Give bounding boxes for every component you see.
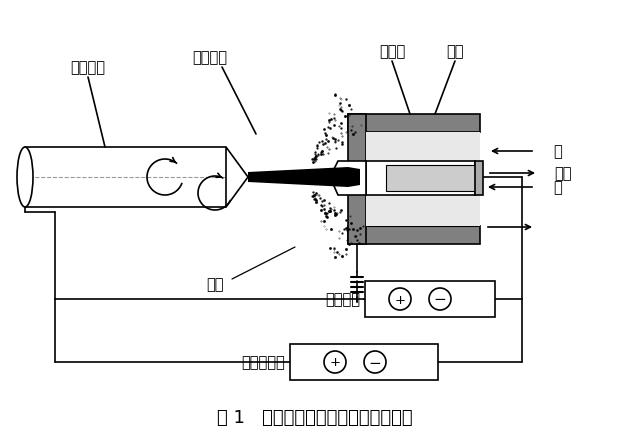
Circle shape [429,289,451,310]
Text: +: + [394,293,406,306]
Bar [386,166,475,191]
Text: 等离子弧: 等离子弧 [192,50,228,65]
Bar [475,162,483,196]
Bar [366,162,475,196]
Bar [348,115,366,244]
Text: 阴极: 阴极 [446,44,464,59]
Bar [365,281,495,317]
Circle shape [389,289,411,310]
Text: 水: 水 [553,144,562,159]
Bar [366,196,480,227]
Text: 水: 水 [553,180,562,195]
Text: 粉末: 粉末 [206,277,224,292]
Bar [366,133,480,162]
Ellipse shape [17,147,33,208]
Text: −: − [369,355,381,370]
Bar [368,212,478,227]
Bar [348,227,480,244]
Circle shape [324,351,346,373]
Text: +: + [329,356,341,369]
Text: 自耗电极: 自耗电极 [71,60,105,75]
Circle shape [364,351,386,373]
Polygon shape [226,147,248,208]
Bar [348,115,480,133]
Text: 氩气: 氩气 [554,166,572,181]
Polygon shape [248,168,360,187]
Text: 图 1   等离子旋转电极雾化制粉示意图: 图 1 等离子旋转电极雾化制粉示意图 [217,408,413,426]
Text: −: − [433,292,446,307]
Polygon shape [330,162,366,196]
Bar [368,135,478,147]
Bar [290,344,438,380]
Text: 维弧电源: 维弧电源 [325,292,360,307]
Text: 钨阴极: 钨阴极 [379,44,405,59]
Text: 转移弧电源: 转移弧电源 [241,355,285,370]
